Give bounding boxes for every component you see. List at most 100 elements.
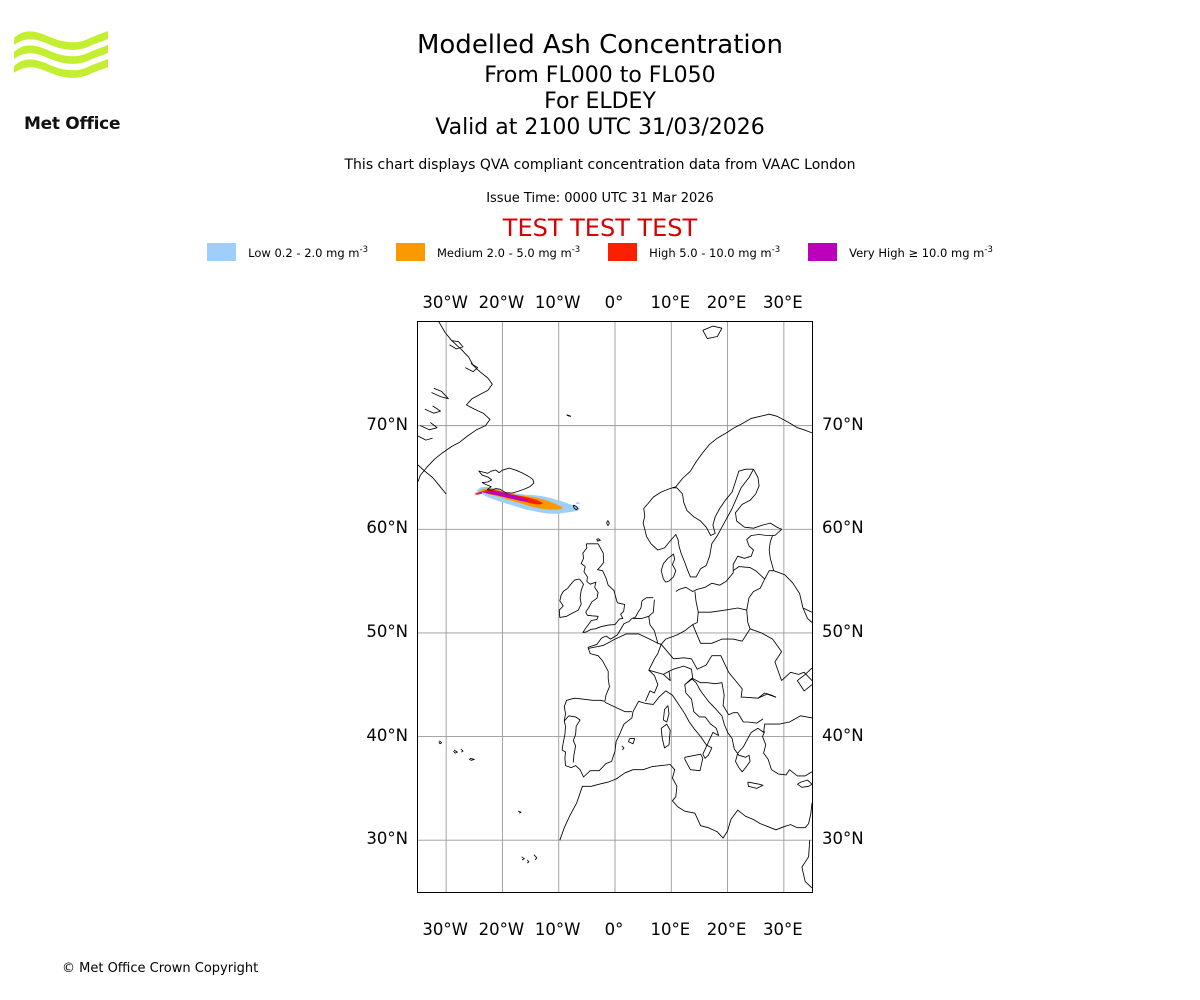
plume-patch-0 xyxy=(478,491,483,494)
coastline-segment xyxy=(460,748,464,753)
lon-label-bottom-5: 20°E xyxy=(706,920,747,939)
coastline-segment xyxy=(796,779,812,788)
coastline-segment xyxy=(660,723,671,749)
coastline-segment xyxy=(773,570,812,623)
coastline-segment xyxy=(621,745,625,751)
lon-label-bottom-4: 10°E xyxy=(650,920,691,939)
lat-label-left-3: 40°N xyxy=(366,725,408,745)
coastline-segment xyxy=(526,859,530,864)
flight-level-subtitle: From FL000 to FL050 xyxy=(484,63,716,88)
coastline-segment xyxy=(648,665,694,686)
coastline-segment xyxy=(587,633,662,702)
coastline-segment xyxy=(643,413,812,509)
lon-label-top-1: 20°W xyxy=(478,293,525,312)
coastline-segment xyxy=(684,753,704,772)
coastline-segment xyxy=(757,692,777,699)
lon-label-bottom-6: 30°E xyxy=(763,920,803,939)
lon-label-top-6: 30°E xyxy=(763,293,803,312)
lat-label-right-4: 30°N xyxy=(822,829,864,849)
coastline-segment xyxy=(660,644,777,699)
lon-label-bottom-3: 0° xyxy=(604,920,624,939)
legend-swatch-low xyxy=(207,243,237,261)
coastline-segment xyxy=(749,628,783,681)
coastline-segment xyxy=(802,607,812,613)
lon-label-bottom-2: 10°W xyxy=(534,920,581,939)
coastline-segment xyxy=(648,599,659,644)
coastline-segment xyxy=(478,467,535,494)
legend-label-low: Low 0.2 - 2.0 mg m-3 xyxy=(248,244,368,260)
legend-item-high: High 5.0 - 10.0 mg m-3 xyxy=(608,243,780,261)
page-title: Modelled Ash Concentration xyxy=(416,30,784,60)
legend-item-medium: Medium 2.0 - 5.0 mg m-3 xyxy=(395,243,581,261)
coastline-segment xyxy=(533,854,538,861)
ash-plume-contours xyxy=(475,486,581,514)
coastline-segment xyxy=(628,738,636,745)
coastline-segment xyxy=(418,322,493,482)
met-office-wave-icon xyxy=(14,31,108,78)
coastline-segment xyxy=(692,607,751,644)
plume-patch-2 xyxy=(575,502,580,505)
lon-label-top-2: 10°W xyxy=(534,293,581,312)
met-office-logo-text: Met Office xyxy=(24,114,121,134)
legend-label-medium: Medium 2.0 - 5.0 mg m-3 xyxy=(436,244,581,260)
volcano-subtitle: For ELDEY xyxy=(544,89,656,114)
qva-note: This chart displays QVA compliant concen… xyxy=(344,157,856,173)
coastline-segment xyxy=(521,856,525,861)
lat-label-left-0: 70°N xyxy=(366,414,408,434)
lon-label-bottom-0: 30°W xyxy=(422,920,468,939)
coastline-segment xyxy=(438,740,443,745)
coastline-segment xyxy=(465,363,479,373)
plume-patch-1 xyxy=(475,492,480,495)
lon-label-top-4: 10°E xyxy=(650,293,691,312)
issue-time: Issue Time: 0000 UTC 31 Mar 2026 xyxy=(486,191,714,206)
coastline-segment xyxy=(660,553,677,583)
copyright-notice: © Met Office Crown Copyright xyxy=(62,961,259,976)
coastline-segment xyxy=(558,578,584,618)
coastline-segment xyxy=(424,405,441,414)
coastline-segment xyxy=(702,325,723,340)
legend-label-high: High 5.0 - 10.0 mg m-3 xyxy=(649,244,781,260)
lat-label-right-3: 40°N xyxy=(822,725,864,745)
coastline-segment xyxy=(559,764,812,841)
map-canvas xyxy=(418,322,812,892)
coastline-segment xyxy=(746,535,775,611)
legend-label-very-high: Very High ≥ 10.0 mg m-3 xyxy=(849,244,993,260)
coastline-segment xyxy=(580,543,626,633)
coastline-segment xyxy=(781,671,812,681)
valid-time-subtitle: Valid at 2100 UTC 31/03/2026 xyxy=(435,115,765,140)
lon-label-bottom-1: 20°W xyxy=(478,920,525,939)
coastline-segment xyxy=(420,422,438,431)
met-office-logo: Met Office xyxy=(12,28,122,134)
coastline-segment xyxy=(418,464,447,495)
coastline-segment xyxy=(596,538,601,542)
coastline-segment xyxy=(801,840,812,889)
coastline-segment xyxy=(518,810,522,814)
lat-label-right-0: 70°N xyxy=(822,414,864,434)
coastline-segment xyxy=(662,705,670,723)
coastline-segment xyxy=(606,520,610,527)
coastline-segment xyxy=(663,671,671,682)
legend-item-low: Low 0.2 - 2.0 mg m-3 xyxy=(207,243,368,261)
coastline-segment xyxy=(563,715,570,722)
coastline-segment xyxy=(633,615,649,619)
map-coastlines xyxy=(418,322,812,889)
concentration-legend: Low 0.2 - 2.0 mg m-3 Medium 2.0 - 5.0 mg… xyxy=(0,243,1200,261)
legend-item-very-high: Very High ≥ 10.0 mg m-3 xyxy=(808,243,993,261)
coastline-segment xyxy=(796,667,812,692)
lon-label-top-3: 0° xyxy=(604,293,624,312)
map-panel xyxy=(417,321,813,893)
test-banner: TEST TEST TEST xyxy=(502,214,698,242)
coastline-segment xyxy=(732,566,765,580)
coastline-segment xyxy=(469,757,475,761)
map-gridlines xyxy=(418,322,812,892)
lat-label-right-1: 60°N xyxy=(822,518,864,538)
coastline-segment xyxy=(449,340,464,350)
legend-swatch-very-high xyxy=(808,243,838,261)
coastline-segment xyxy=(561,597,812,778)
coastline-segment xyxy=(453,749,458,754)
coastline-segment xyxy=(692,678,764,724)
lon-label-top-5: 20°E xyxy=(706,293,747,312)
coastline-segment xyxy=(431,387,449,400)
lon-label-top-0: 30°W xyxy=(422,293,468,312)
legend-swatch-high xyxy=(608,243,638,261)
